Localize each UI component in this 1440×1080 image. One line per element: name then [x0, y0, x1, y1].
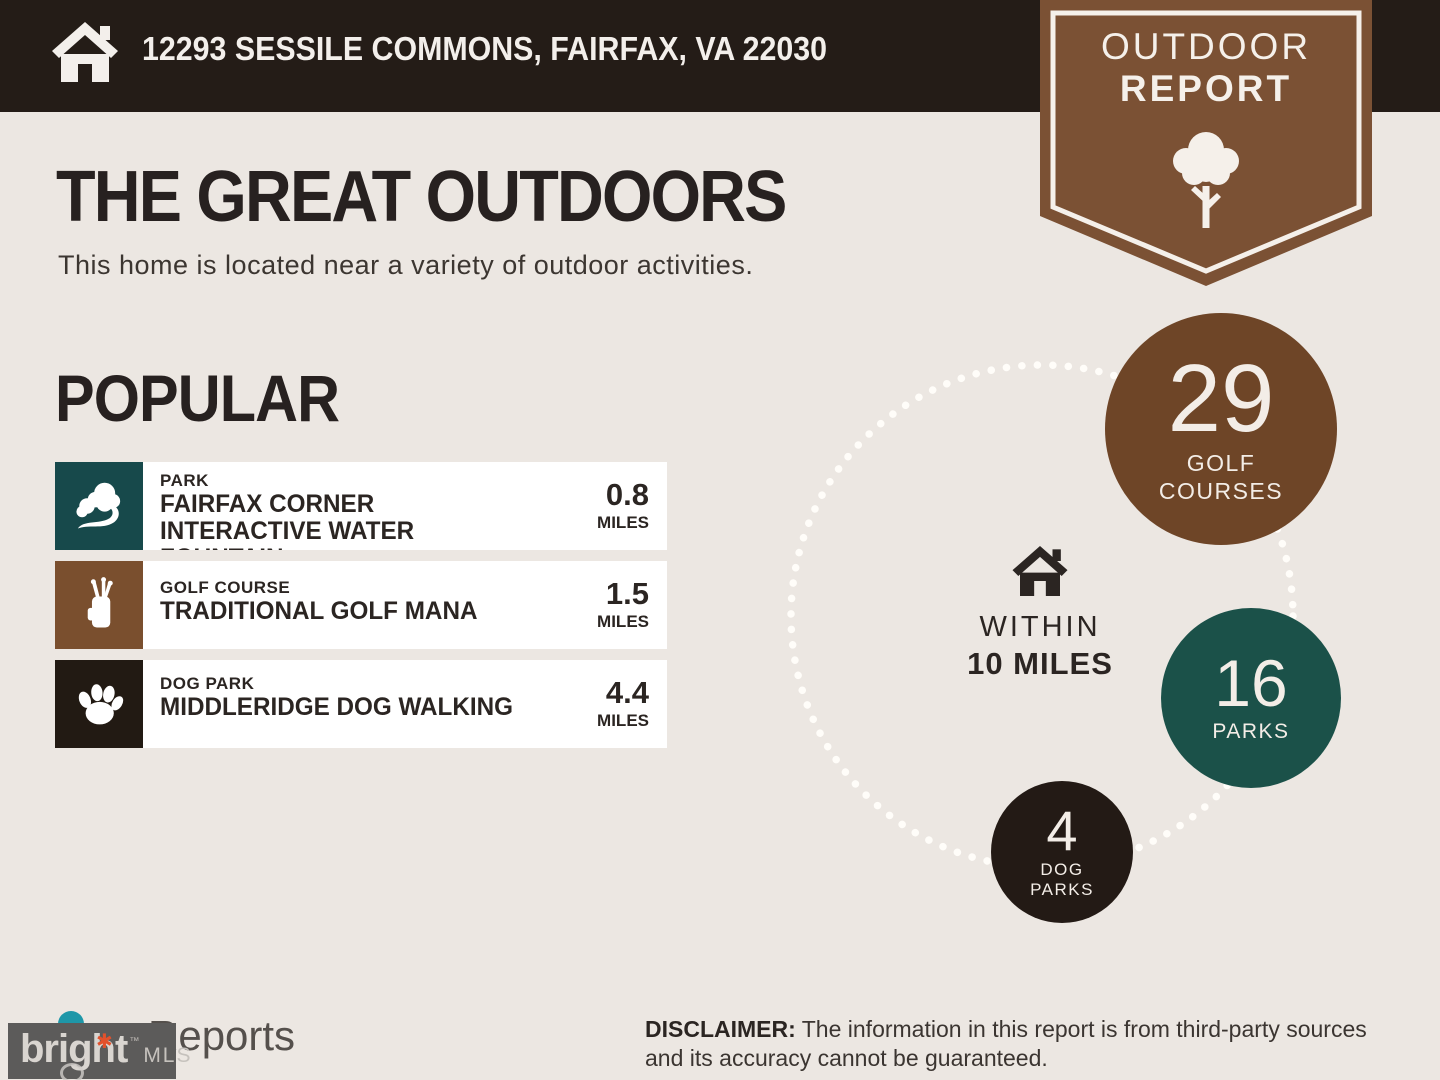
star-icon: ✱: [96, 1031, 113, 1053]
radius-center: WITHIN 10 MILES: [940, 546, 1140, 682]
covered-glyph: [60, 1063, 84, 1080]
within-label: WITHIN: [979, 611, 1101, 643]
item-category: PARK: [160, 471, 209, 490]
item-category: GOLF COURSE: [160, 578, 291, 597]
item-distance: 1.5 MILES: [597, 576, 649, 631]
hidden-logo-arc: [58, 1011, 84, 1024]
home-icon: [52, 22, 118, 82]
list-item-dogpark[interactable]: DOG PARK MIDDLERIDGE DOG WALKING 4.4 MIL…: [55, 660, 667, 748]
park-card: PARK FAIRFAX CORNER INTERACTIVE WATER FO…: [143, 462, 667, 550]
house-icon: [1012, 546, 1068, 596]
tree-icon: [1173, 132, 1239, 228]
item-distance: 4.4 MILES: [597, 675, 649, 730]
stat-golf-courses: 29 GOLF COURSES: [1105, 313, 1337, 545]
brightmls-watermark: bright ™ MLS ✱: [8, 1023, 190, 1080]
item-name: MIDDLERIDGE DOG WALKING: [160, 693, 513, 721]
badge-line1: OUTDOOR: [1100, 26, 1312, 67]
dogpark-card: DOG PARK MIDDLERIDGE DOG WALKING 4.4 MIL…: [143, 660, 667, 748]
badge-ribbon-shape: [1040, 0, 1372, 286]
page-subtitle: This home is located near a variety of o…: [58, 250, 754, 280]
list-item-golf[interactable]: GOLF COURSE TRADITIONAL GOLF MANA 1.5 MI…: [55, 561, 667, 649]
page-title: THE GREAT OUTDOORS: [56, 157, 787, 237]
miles-label: 10 MILES: [967, 646, 1113, 681]
paw-icon: [55, 660, 143, 748]
brightmls-logo: bright: [20, 1027, 128, 1071]
item-name: FAIRFAX CORNER INTERACTIVE WATER FOUNTAI…: [160, 490, 415, 550]
park-icon: [55, 462, 143, 550]
stat-dog-parks: 4 DOG PARKS: [991, 781, 1133, 923]
popular-list: PARK FAIRFAX CORNER INTERACTIVE WATER FO…: [55, 462, 667, 759]
item-distance: 0.8 MILES: [597, 477, 649, 532]
badge-line2: REPORT: [1119, 68, 1293, 109]
golf-bag-icon: [55, 561, 143, 649]
item-category: DOG PARK: [160, 674, 255, 693]
golf-card: GOLF COURSE TRADITIONAL GOLF MANA 1.5 MI…: [143, 561, 667, 649]
outdoor-report-badge: OUTDOOR REPORT: [1040, 0, 1372, 292]
disclaimer: DISCLAIMER: The information in this repo…: [645, 1016, 1367, 1071]
stat-parks: 16 PARKS: [1161, 608, 1341, 788]
list-item-park[interactable]: PARK FAIRFAX CORNER INTERACTIVE WATER FO…: [55, 462, 667, 550]
property-address: 12293 SESSILE COMMONS, FAIRFAX, VA 22030: [142, 30, 828, 67]
popular-heading: POPULAR: [55, 361, 340, 435]
item-name: TRADITIONAL GOLF MANA: [160, 597, 478, 625]
